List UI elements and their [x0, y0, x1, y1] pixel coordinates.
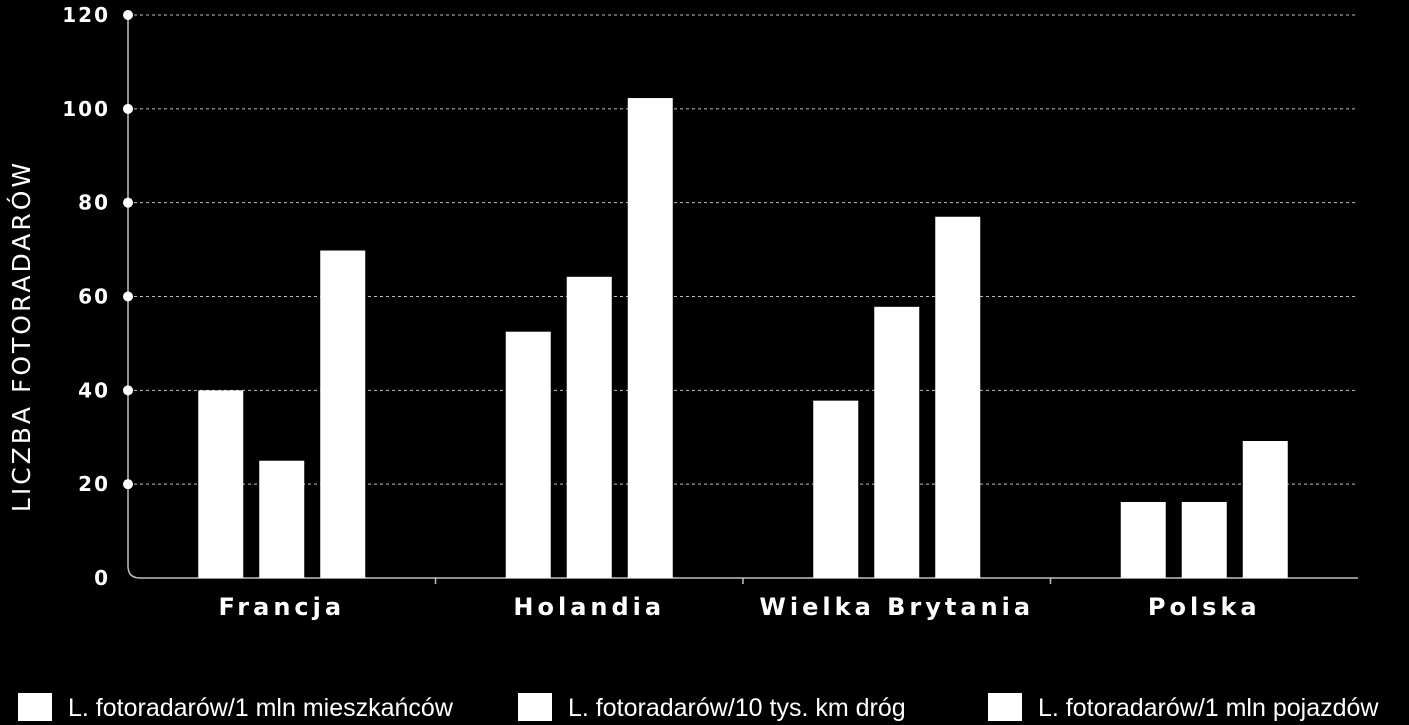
bar: [627, 98, 673, 578]
legend-label: L. fotoradarów/1 mln mieszkańców: [68, 694, 454, 722]
y-tick-label: 120: [62, 3, 110, 27]
axes: [127, 15, 1358, 584]
x-tick-label: Wielka Brytania: [759, 593, 1034, 621]
y-tick-label: 100: [62, 97, 110, 121]
x-tick-label: Holandia: [513, 593, 665, 621]
legend-label: L. fotoradarów/1 mln pojazdów: [1038, 694, 1379, 722]
y-tick-label: 60: [78, 285, 110, 309]
bar: [1242, 441, 1288, 578]
bar: [259, 460, 305, 578]
legend-swatch: [518, 693, 552, 721]
bar: [935, 216, 981, 578]
y-tick-marker: [123, 197, 133, 208]
y-axis-title: LICZBA FOTORADARÓW: [6, 160, 36, 512]
y-tick-label: 0: [94, 566, 110, 590]
bar: [1181, 501, 1227, 578]
y-tick-label: 40: [78, 378, 110, 402]
gridlines: [128, 14, 1358, 485]
x-tick-label: Polska: [1148, 593, 1261, 621]
y-tick-marker: [123, 10, 133, 20]
axis-line: [127, 15, 1358, 579]
legend-label: L. fotoradarów/10 tys. km dróg: [568, 694, 906, 722]
legend-swatch: [18, 693, 52, 721]
y-tick-marker: [123, 291, 133, 302]
x-tick-label: Francja: [218, 593, 345, 621]
x-axis-labels: Francja Holandia Wielka Brytania Polska: [218, 593, 1261, 621]
bar: [320, 250, 366, 578]
y-tick-label: 80: [78, 191, 110, 215]
bar: [198, 390, 244, 578]
y-tick-marker: [123, 385, 133, 396]
bar-series: [198, 98, 1288, 578]
bar: [874, 306, 920, 578]
bar: [505, 331, 551, 578]
y-tick-marker: [123, 479, 133, 490]
legend-swatch: [988, 693, 1022, 721]
y-tick-marker: [123, 103, 133, 114]
bar: [813, 400, 859, 578]
legend: L. fotoradarów/1 mln mieszkańców L. fotor…: [18, 693, 1379, 722]
bar: [1120, 501, 1166, 578]
y-tick-label: 20: [78, 472, 110, 496]
bar: [566, 276, 612, 578]
y-axis-ticks: 0 20 40 60 80 100 120: [62, 3, 133, 590]
